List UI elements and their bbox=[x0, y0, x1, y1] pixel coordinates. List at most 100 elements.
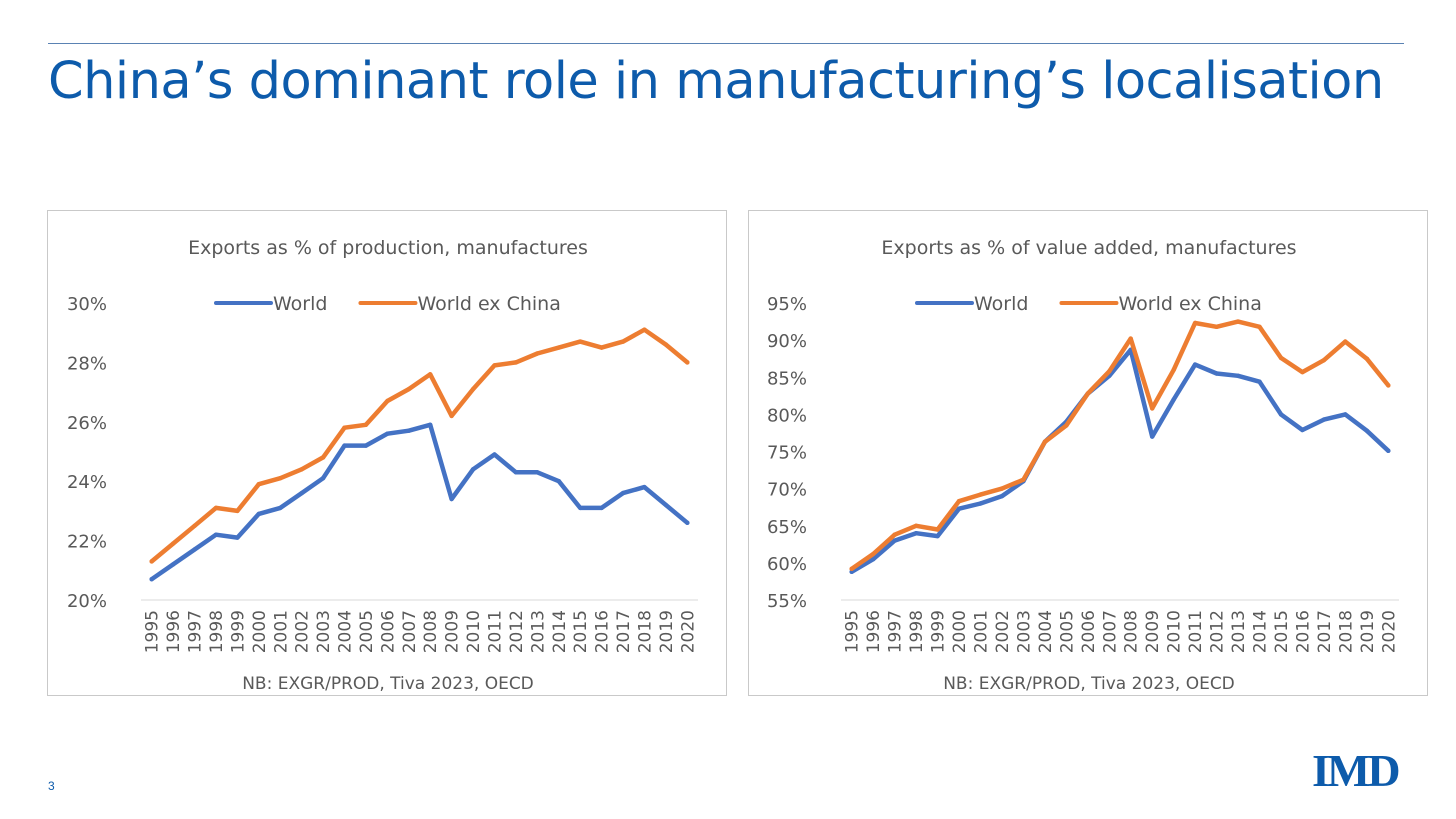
data-point-0 bbox=[935, 533, 940, 539]
data-point-1 bbox=[1278, 355, 1284, 361]
x-tick-label: 2007 bbox=[400, 610, 420, 653]
data-point-1 bbox=[1021, 477, 1026, 482]
data-point-0 bbox=[1171, 397, 1176, 402]
x-tick-label: 1998 bbox=[207, 610, 227, 653]
data-point-1 bbox=[999, 486, 1005, 491]
chart-source-note: NB: EXGR/PROD, Tiva 2023, OECD bbox=[943, 674, 1235, 694]
data-point-0 bbox=[492, 452, 497, 457]
data-point-0 bbox=[320, 476, 326, 481]
y-tick-label: 70% bbox=[767, 480, 807, 501]
y-tick-label: 30% bbox=[67, 294, 107, 315]
imd-logo: IMD bbox=[1312, 745, 1401, 796]
x-tick-label: 2002 bbox=[993, 610, 1013, 653]
x-tick-label: 2019 bbox=[657, 610, 677, 653]
data-point-0 bbox=[299, 490, 304, 496]
x-tick-label: 2019 bbox=[1358, 610, 1378, 653]
x-tick-label: 2014 bbox=[1251, 610, 1271, 653]
x-tick-label: 2018 bbox=[1336, 610, 1356, 653]
y-tick-label: 90% bbox=[767, 331, 807, 352]
x-tick-label: 2010 bbox=[1165, 610, 1185, 653]
data-point-1 bbox=[1150, 406, 1155, 411]
data-point-0 bbox=[1300, 427, 1305, 433]
data-point-0 bbox=[235, 535, 240, 540]
data-point-1 bbox=[363, 422, 369, 427]
data-point-0 bbox=[149, 577, 154, 582]
x-tick-label: 2001 bbox=[972, 610, 992, 653]
data-point-0 bbox=[956, 506, 962, 511]
data-point-1 bbox=[1257, 324, 1262, 329]
chart-source-note: NB: EXGR/PROD, Tiva 2023, OECD bbox=[242, 674, 534, 694]
series-line-1 bbox=[149, 327, 690, 564]
chart-title: Exports as % of production, manufactures bbox=[188, 237, 588, 259]
y-tick-label: 80% bbox=[767, 405, 807, 426]
data-point-1 bbox=[1042, 439, 1048, 444]
x-tick-label: 2011 bbox=[485, 610, 505, 653]
x-tick-label: 1998 bbox=[907, 610, 927, 653]
x-tick-label: 1995 bbox=[143, 610, 163, 653]
data-point-0 bbox=[913, 531, 919, 536]
chart-production: Exports as % of production, manufactures… bbox=[67, 237, 698, 694]
x-tick-label: 2018 bbox=[635, 610, 655, 653]
data-point-1 bbox=[278, 476, 283, 481]
data-point-0 bbox=[406, 428, 411, 433]
data-point-1 bbox=[1171, 367, 1176, 372]
data-point-1 bbox=[556, 345, 561, 350]
x-tick-label: 2004 bbox=[1036, 610, 1056, 653]
y-tick-label: 24% bbox=[67, 472, 107, 493]
data-point-0 bbox=[642, 484, 647, 490]
legend-label: World ex China bbox=[1118, 293, 1261, 315]
data-point-1 bbox=[406, 386, 411, 392]
data-point-1 bbox=[1085, 391, 1090, 396]
x-tick-label: 2020 bbox=[678, 610, 698, 653]
y-tick-label: 22% bbox=[67, 532, 107, 553]
data-point-1 bbox=[685, 360, 690, 365]
x-tick-label: 2016 bbox=[593, 610, 613, 653]
x-tick-label: 2005 bbox=[357, 610, 377, 653]
x-tick-label: 2006 bbox=[1079, 610, 1099, 653]
chart-panel-production: Exports as % of production, manufactures… bbox=[47, 210, 727, 696]
data-point-1 bbox=[1364, 356, 1369, 361]
data-point-1 bbox=[449, 413, 454, 419]
x-tick-label: 1996 bbox=[164, 610, 184, 653]
x-tick-label: 2010 bbox=[464, 610, 484, 653]
data-point-0 bbox=[428, 422, 433, 427]
x-tick-label: 2017 bbox=[614, 610, 634, 653]
data-point-1 bbox=[299, 467, 304, 472]
data-point-0 bbox=[170, 562, 176, 567]
data-point-1 bbox=[849, 566, 854, 571]
x-tick-label: 1999 bbox=[929, 610, 949, 653]
x-tick-label: 2017 bbox=[1315, 610, 1335, 653]
data-point-1 bbox=[663, 342, 669, 347]
data-point-1 bbox=[235, 508, 240, 514]
x-tick-label: 2002 bbox=[293, 610, 313, 653]
chart-title: Exports as % of value added, manufacture… bbox=[881, 237, 1296, 259]
y-tick-label: 20% bbox=[67, 591, 107, 612]
x-tick-label: 2003 bbox=[314, 610, 334, 653]
x-tick-label: 2000 bbox=[950, 610, 970, 653]
data-point-0 bbox=[513, 470, 519, 475]
data-point-1 bbox=[642, 327, 647, 332]
data-point-1 bbox=[470, 386, 476, 392]
data-point-1 bbox=[492, 363, 497, 368]
data-point-0 bbox=[1321, 417, 1327, 422]
data-point-1 bbox=[1128, 336, 1133, 341]
top-rule bbox=[48, 43, 1404, 44]
page-number: 3 bbox=[48, 779, 55, 793]
data-point-1 bbox=[892, 532, 897, 537]
data-point-1 bbox=[256, 482, 261, 487]
data-point-0 bbox=[1257, 379, 1262, 384]
data-point-1 bbox=[1343, 339, 1348, 344]
x-tick-label: 1995 bbox=[843, 610, 863, 653]
data-point-0 bbox=[999, 493, 1005, 499]
series-line-0 bbox=[849, 347, 1391, 575]
slide-title: China’s dominant role in manufacturing’s… bbox=[48, 52, 1384, 111]
data-point-1 bbox=[578, 339, 583, 344]
y-tick-label: 95% bbox=[767, 294, 807, 315]
data-point-0 bbox=[192, 547, 197, 552]
data-point-1 bbox=[1321, 358, 1327, 363]
x-tick-label: 2016 bbox=[1293, 610, 1313, 653]
legend-label: World bbox=[273, 293, 327, 315]
data-point-1 bbox=[956, 499, 962, 504]
data-point-0 bbox=[385, 431, 390, 436]
data-point-0 bbox=[978, 501, 983, 506]
